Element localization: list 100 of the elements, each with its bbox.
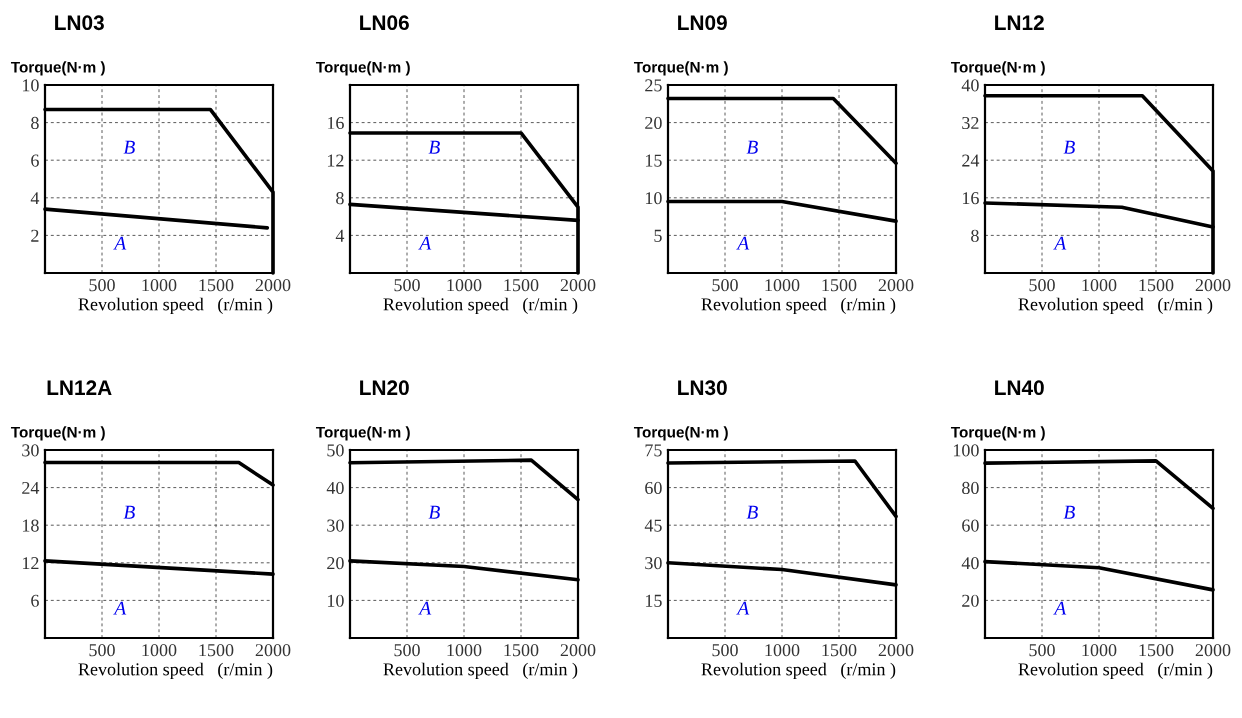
y-tick-label: 6	[31, 594, 39, 607]
y-tick-label: 10	[22, 79, 39, 92]
x-tick-label: 500	[712, 644, 738, 657]
y-tick-label: 30	[327, 519, 344, 532]
y-tick-label: 40	[961, 557, 979, 570]
y-tick-label: 18	[22, 519, 39, 532]
annotation: B	[428, 505, 440, 519]
y-tick-label: 60	[645, 481, 662, 495]
annotation: A	[113, 236, 127, 250]
x-tick-label: 2000	[560, 279, 596, 292]
y-tick-label: 25	[645, 79, 662, 92]
x-tick-label: 1500	[504, 644, 539, 657]
chart-title: LN12	[995, 15, 1044, 30]
annotation: B	[1063, 140, 1075, 154]
y-tick-label: 8	[336, 192, 344, 205]
x-tick-label: 2000	[878, 279, 914, 292]
x-axis-title: Revolution speed (r/min )	[383, 662, 578, 680]
annotation: B	[746, 140, 758, 154]
chart-title: LN40	[995, 380, 1044, 396]
y-tick-label: 10	[645, 192, 662, 205]
annotation: A	[736, 601, 750, 615]
x-tick-label: 1500	[1139, 644, 1174, 657]
annotation: A	[736, 236, 750, 250]
y-tick-label: 20	[962, 594, 979, 607]
annotation: A	[418, 601, 432, 615]
y-tick-label: 30	[22, 444, 39, 457]
x-tick-label: 2000	[1195, 279, 1231, 292]
annotation: B	[123, 505, 135, 519]
chart-title: LN20	[360, 380, 409, 396]
y-tick-label: 6	[31, 154, 39, 167]
x-tick-label: 500	[1029, 279, 1055, 292]
y-tick-label: 80	[962, 481, 979, 495]
y-axis-title: Torque(N·m )	[950, 426, 1045, 441]
y-tick-label: 16	[327, 116, 344, 130]
y-tick-label: 8	[31, 116, 39, 130]
y-tick-label: 15	[645, 594, 662, 607]
y-axis-title: Torque(N·m )	[633, 61, 728, 76]
y-tick-label: 12	[22, 557, 39, 570]
y-axis-title: Torque(N·m )	[315, 61, 410, 76]
x-tick-label: 1000	[1082, 644, 1117, 657]
x-tick-label: 500	[1029, 644, 1055, 657]
x-tick-label: 1500	[822, 279, 857, 292]
y-axis-title: Torque(N·m )	[10, 426, 105, 441]
y-tick-label: 100	[953, 444, 979, 457]
y-tick-label: 4	[30, 192, 40, 205]
x-tick-label: 1000	[447, 279, 482, 292]
x-axis-title: Revolution speed (r/min )	[383, 297, 578, 315]
y-axis-title: Torque(N·m )	[10, 61, 105, 76]
annotation: B	[428, 140, 440, 154]
y-axis-title: Torque(N·m )	[633, 426, 728, 441]
x-axis-title: Revolution speed (r/min )	[1018, 297, 1213, 315]
x-tick-label: 1500	[199, 644, 234, 657]
x-tick-label: 500	[89, 644, 115, 657]
y-axis-title: Torque(N·m )	[950, 61, 1045, 76]
x-tick-label: 500	[394, 279, 420, 292]
x-tick-label: 500	[89, 279, 115, 292]
annotation: A	[1053, 236, 1067, 250]
y-tick-label: 40	[961, 79, 979, 92]
y-tick-label: 2	[31, 229, 39, 242]
y-tick-label: 8	[971, 229, 979, 242]
x-tick-label: 500	[712, 279, 738, 292]
y-axis-title: Torque(N·m )	[315, 426, 410, 441]
x-tick-label: 1500	[504, 279, 539, 292]
x-tick-label: 1000	[142, 644, 177, 657]
chart-title: LN12A	[47, 380, 112, 395]
x-axis-title: Revolution speed (r/min )	[78, 662, 273, 680]
chart-title: LN09	[678, 15, 727, 31]
x-tick-label: 500	[394, 644, 420, 657]
annotation: A	[113, 601, 127, 615]
y-tick-label: 40	[326, 481, 344, 495]
x-axis-title: Revolution speed (r/min )	[1018, 662, 1213, 680]
y-tick-label: 60	[962, 519, 979, 532]
annotation: B	[123, 140, 135, 154]
x-tick-label: 1000	[447, 644, 482, 657]
x-tick-label: 1500	[1139, 279, 1174, 292]
x-axis-title: Revolution speed (r/min )	[701, 662, 896, 680]
annotation: B	[746, 505, 758, 519]
y-tick-label: 4	[335, 229, 345, 242]
y-tick-label: 12	[327, 154, 344, 167]
y-tick-label: 24	[22, 481, 40, 494]
x-tick-label: 1000	[765, 644, 800, 657]
x-tick-label: 2000	[1195, 644, 1231, 657]
annotation: A	[418, 236, 432, 250]
annotation: A	[1053, 601, 1067, 615]
y-tick-label: 24	[962, 154, 980, 167]
x-tick-label: 1000	[765, 279, 800, 292]
y-tick-label: 5	[654, 229, 662, 242]
chart-title: LN06	[360, 15, 409, 31]
x-tick-label: 1500	[199, 279, 234, 292]
x-axis-title: Revolution speed (r/min )	[701, 297, 896, 315]
chart-title: LN30	[678, 380, 727, 396]
y-tick-label: 20	[327, 557, 344, 570]
x-tick-label: 2000	[878, 644, 914, 657]
y-tick-label: 45	[644, 519, 662, 532]
x-tick-label: 1000	[1082, 279, 1117, 292]
y-tick-label: 30	[645, 557, 662, 570]
annotation: B	[1063, 505, 1075, 519]
y-tick-label: 75	[645, 444, 662, 457]
y-tick-label: 50	[327, 444, 344, 457]
x-tick-label: 2000	[560, 644, 596, 657]
